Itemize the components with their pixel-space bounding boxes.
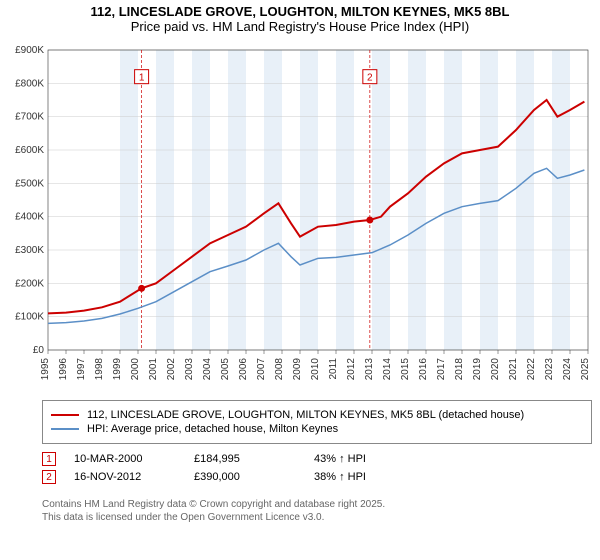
marker-price-1: £184,995 bbox=[194, 453, 314, 465]
title-line1: 112, LINCESLADE GROVE, LOUGHTON, MILTON … bbox=[0, 4, 600, 19]
svg-text:£700K: £700K bbox=[15, 112, 44, 123]
svg-text:£100K: £100K bbox=[15, 312, 44, 323]
svg-text:1: 1 bbox=[139, 73, 145, 84]
svg-text:2002: 2002 bbox=[166, 358, 177, 381]
marker-date-1: 10-MAR-2000 bbox=[74, 453, 194, 465]
marker-price-2: £390,000 bbox=[194, 471, 314, 483]
svg-text:2021: 2021 bbox=[508, 358, 519, 381]
svg-text:£600K: £600K bbox=[15, 145, 44, 156]
svg-text:£800K: £800K bbox=[15, 78, 44, 89]
svg-text:2019: 2019 bbox=[472, 358, 483, 381]
marker-row-2: 2 16-NOV-2012 £390,000 38% ↑ HPI bbox=[42, 470, 592, 484]
footer-line1: Contains HM Land Registry data © Crown c… bbox=[42, 498, 592, 511]
svg-text:2: 2 bbox=[367, 73, 373, 84]
svg-text:2004: 2004 bbox=[202, 358, 213, 381]
svg-text:2015: 2015 bbox=[400, 358, 411, 381]
svg-text:£300K: £300K bbox=[15, 245, 44, 256]
svg-text:2010: 2010 bbox=[310, 358, 321, 381]
svg-text:2016: 2016 bbox=[418, 358, 429, 381]
legend-label-price: 112, LINCESLADE GROVE, LOUGHTON, MILTON … bbox=[87, 409, 524, 421]
svg-text:2001: 2001 bbox=[148, 358, 159, 381]
marker-hpi-1: 43% ↑ HPI bbox=[314, 453, 454, 465]
svg-text:2009: 2009 bbox=[292, 358, 303, 381]
svg-text:2005: 2005 bbox=[220, 358, 231, 381]
title-block: 112, LINCESLADE GROVE, LOUGHTON, MILTON … bbox=[0, 0, 600, 36]
svg-text:2025: 2025 bbox=[580, 358, 591, 381]
svg-text:1999: 1999 bbox=[112, 358, 123, 381]
svg-text:2014: 2014 bbox=[382, 358, 393, 381]
marker-hpi-2: 38% ↑ HPI bbox=[314, 471, 454, 483]
marker-date-2: 16-NOV-2012 bbox=[74, 471, 194, 483]
svg-text:£500K: £500K bbox=[15, 178, 44, 189]
svg-text:1998: 1998 bbox=[94, 358, 105, 381]
svg-text:1996: 1996 bbox=[58, 358, 69, 381]
marker-table: 1 10-MAR-2000 £184,995 43% ↑ HPI 2 16-NO… bbox=[42, 448, 592, 488]
legend-swatch-price bbox=[51, 414, 79, 416]
svg-text:2003: 2003 bbox=[184, 358, 195, 381]
svg-text:2020: 2020 bbox=[490, 358, 501, 381]
footer-line2: This data is licensed under the Open Gov… bbox=[42, 511, 592, 524]
title-line2: Price paid vs. HM Land Registry's House … bbox=[0, 19, 600, 34]
svg-text:2011: 2011 bbox=[328, 358, 339, 380]
svg-text:2008: 2008 bbox=[274, 358, 285, 381]
svg-text:2006: 2006 bbox=[238, 358, 249, 381]
svg-text:2024: 2024 bbox=[562, 358, 573, 381]
svg-text:2023: 2023 bbox=[544, 358, 555, 381]
legend-item-price: 112, LINCESLADE GROVE, LOUGHTON, MILTON … bbox=[51, 409, 583, 421]
svg-text:2007: 2007 bbox=[256, 358, 267, 381]
marker-badge-1: 1 bbox=[42, 452, 56, 466]
legend-swatch-hpi bbox=[51, 428, 79, 430]
svg-text:2022: 2022 bbox=[526, 358, 537, 381]
svg-text:2018: 2018 bbox=[454, 358, 465, 381]
svg-text:£900K: £900K bbox=[15, 45, 44, 56]
legend: 112, LINCESLADE GROVE, LOUGHTON, MILTON … bbox=[42, 400, 592, 444]
price-chart: £0 £100K £200K £300K £400K £500K £600K £700K £80… bbox=[6, 42, 594, 392]
svg-text:2000: 2000 bbox=[130, 358, 141, 381]
svg-text:2013: 2013 bbox=[364, 358, 375, 381]
svg-text:£200K: £200K bbox=[15, 278, 44, 289]
svg-text:£400K: £400K bbox=[15, 212, 44, 223]
svg-text:1995: 1995 bbox=[40, 358, 51, 381]
svg-text:1997: 1997 bbox=[76, 358, 87, 381]
chart-container: 112, LINCESLADE GROVE, LOUGHTON, MILTON … bbox=[0, 0, 600, 560]
svg-text:2017: 2017 bbox=[436, 358, 447, 381]
marker-badge-2: 2 bbox=[42, 470, 56, 484]
marker-row-1: 1 10-MAR-2000 £184,995 43% ↑ HPI bbox=[42, 452, 592, 466]
svg-text:£0: £0 bbox=[33, 345, 45, 356]
legend-item-hpi: HPI: Average price, detached house, Milt… bbox=[51, 423, 583, 435]
footer: Contains HM Land Registry data © Crown c… bbox=[42, 498, 592, 524]
svg-text:2012: 2012 bbox=[346, 358, 357, 381]
legend-label-hpi: HPI: Average price, detached house, Milt… bbox=[87, 423, 338, 435]
